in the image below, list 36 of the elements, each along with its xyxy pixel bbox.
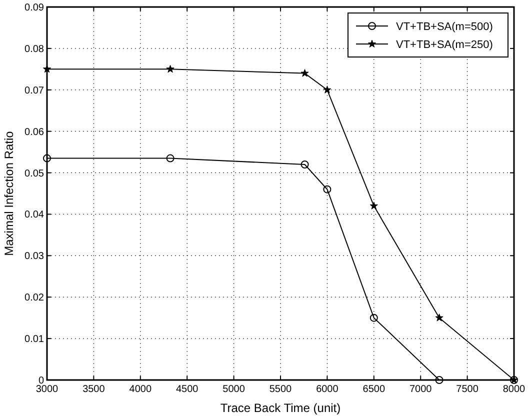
- point: [323, 185, 332, 194]
- y-tick-label: 0.04: [24, 210, 44, 221]
- y-tick-label: 0.01: [24, 334, 44, 346]
- x-tick-label: 4000: [129, 384, 152, 395]
- y-tick-label: 0.03: [24, 251, 44, 262]
- point: [370, 314, 378, 322]
- x-tick-label: 8000: [502, 384, 526, 395]
- x-tick-label: 7500: [456, 384, 479, 395]
- x-tick-label: 5000: [222, 384, 246, 395]
- point: [370, 202, 378, 210]
- x-tick-label: 6500: [362, 384, 386, 395]
- y-tick-label: 0.02: [24, 292, 44, 304]
- x-tick-label: 3000: [36, 384, 59, 395]
- point: [166, 64, 174, 73]
- point: [300, 69, 309, 77]
- point: [435, 376, 444, 384]
- legend-label: VT+TB+SA(m=500): [396, 21, 493, 33]
- y-tick-label: 0: [38, 376, 44, 386]
- y-tick-label: 0.08: [24, 44, 44, 55]
- y-axis-title: Maximal Infection Ratio: [2, 130, 16, 256]
- y-tick-label: 0.05: [24, 168, 44, 180]
- point: [300, 160, 309, 168]
- y-tick-label: 0.06: [24, 126, 44, 138]
- x-tick-label: 4500: [176, 384, 199, 395]
- point: [43, 154, 51, 162]
- point: [435, 314, 444, 322]
- x-tick-label: 3500: [82, 384, 106, 395]
- y-tick-label: 0.09: [24, 2, 44, 14]
- y-tick-label: 0.07: [24, 85, 44, 96]
- point: [166, 154, 174, 162]
- legend-label: VT+TB+SA(m=250): [396, 39, 493, 51]
- point: [323, 86, 332, 94]
- x-tick-label: 5500: [269, 384, 292, 395]
- x-tick-label: 7000: [409, 384, 432, 395]
- x-tick-label: 6000: [316, 384, 339, 395]
- x-axis-title: Trace Back Time (unit): [220, 401, 341, 415]
